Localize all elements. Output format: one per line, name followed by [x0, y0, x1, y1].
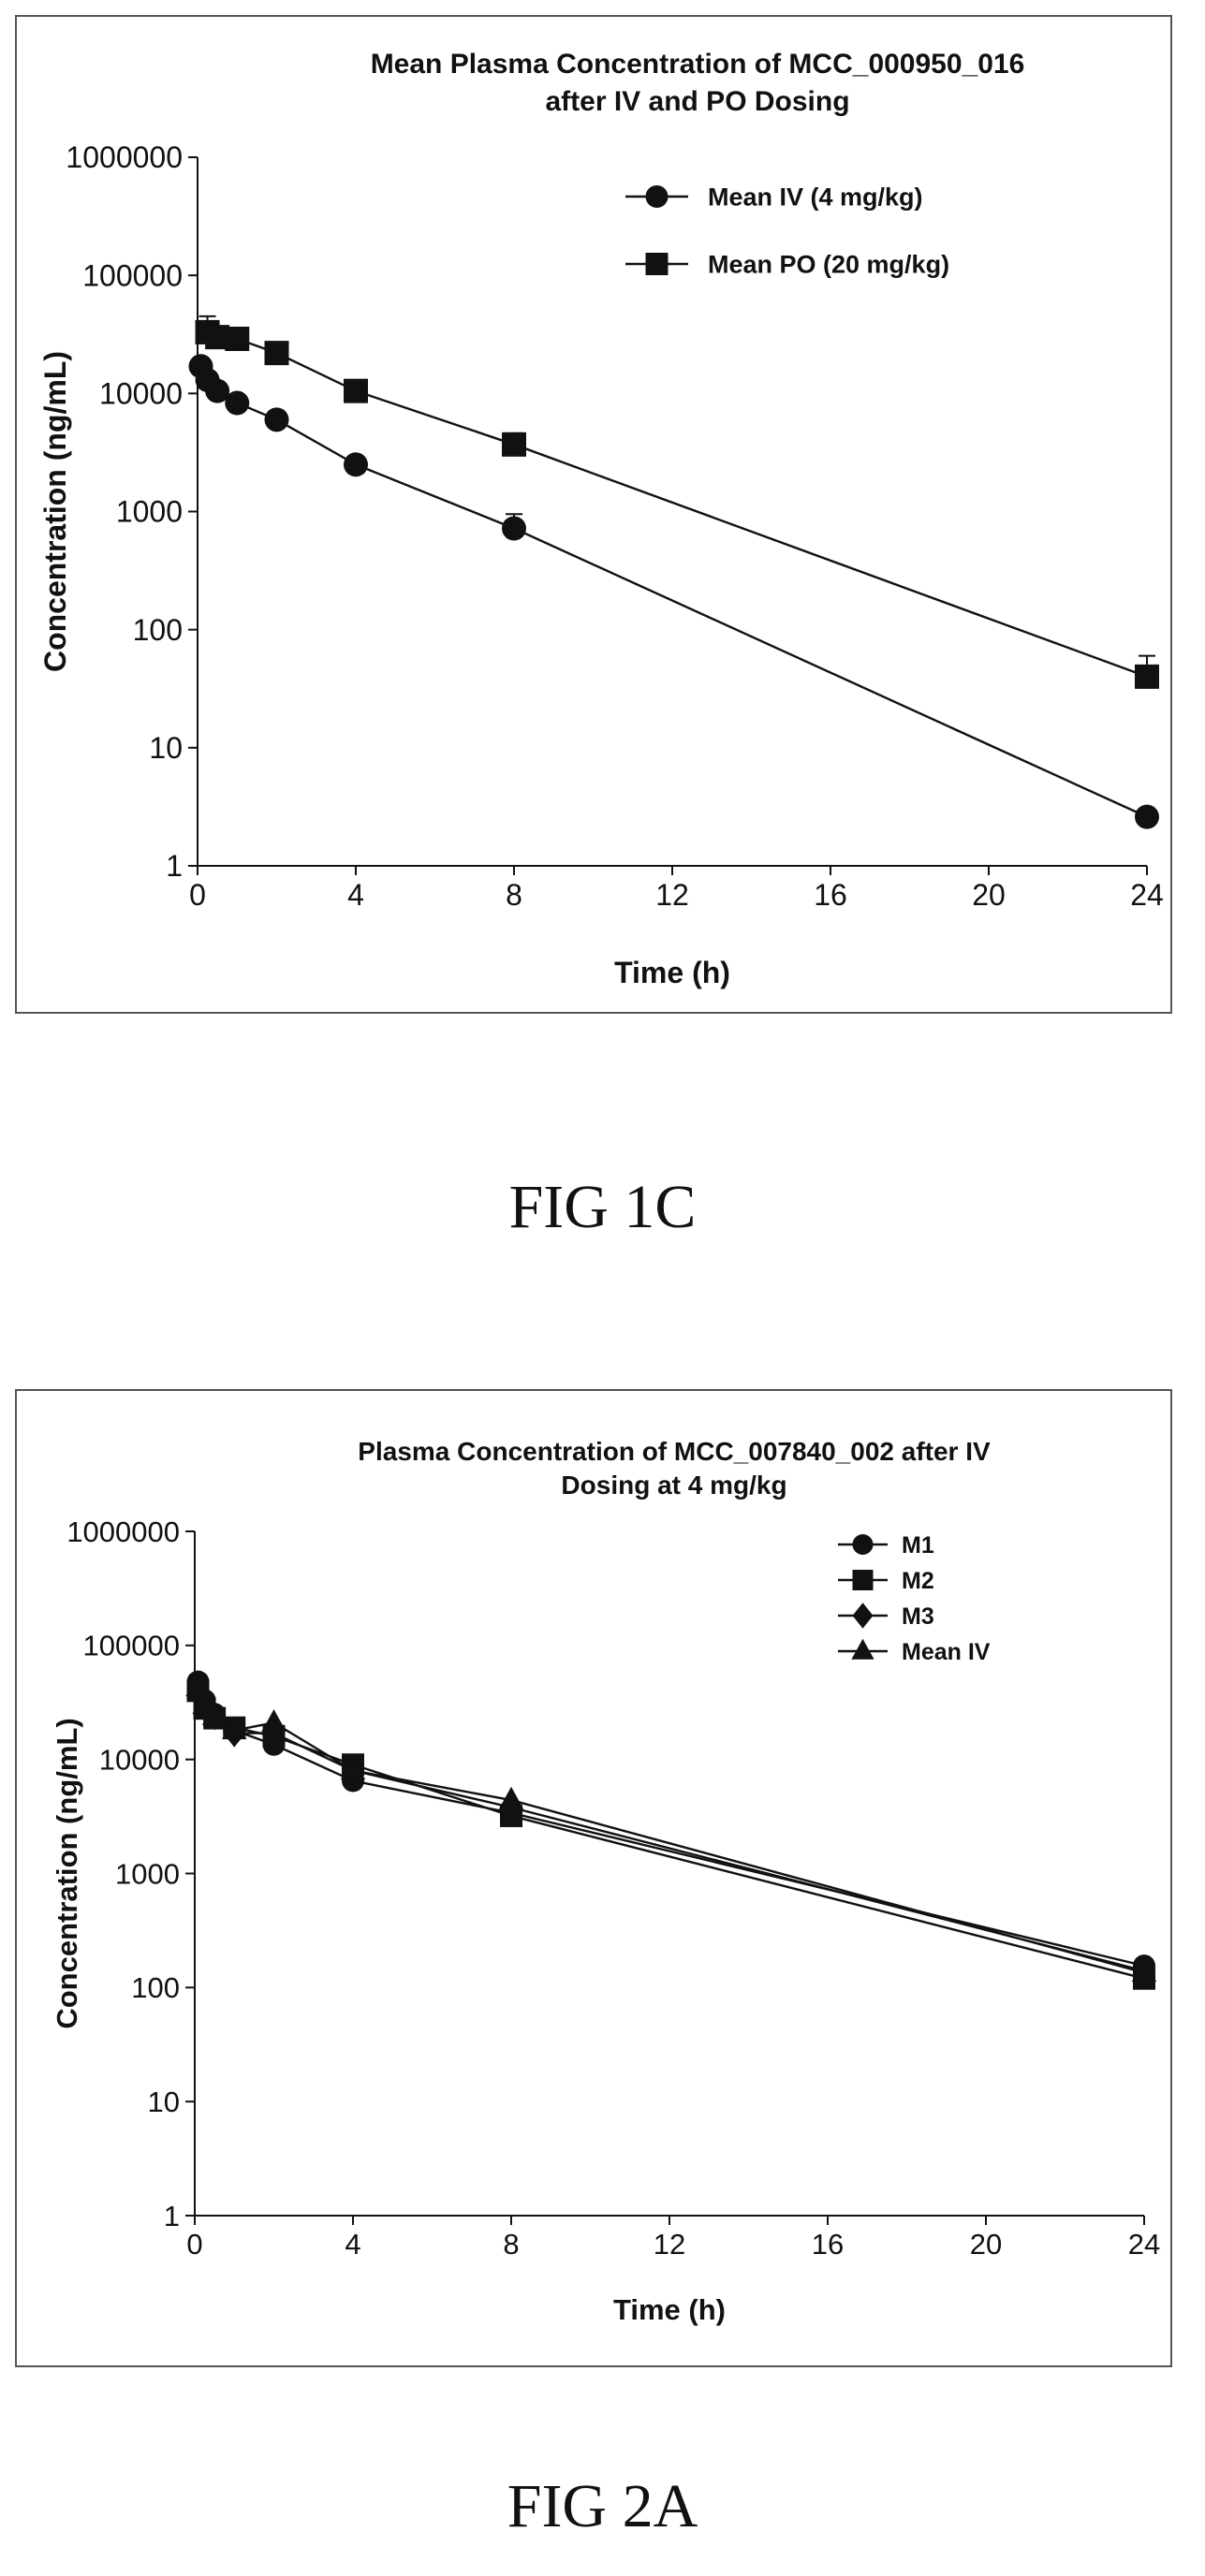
data-point [344, 379, 368, 403]
legend-label: Mean IV [902, 1639, 991, 1665]
y-tick-label: 1 [166, 849, 183, 883]
y-tick-label: 100000 [83, 1630, 180, 1662]
y-tick-label: 1000 [116, 495, 183, 529]
series-circle [189, 354, 1159, 828]
x-tick-label: 24 [1128, 2228, 1160, 2261]
x-tick-label: 12 [655, 878, 689, 912]
legend-entry: M1 [838, 1532, 934, 1559]
data-point [265, 341, 289, 365]
legend-entry: Mean IV [838, 1639, 991, 1665]
data-point [225, 391, 249, 416]
x-tick-label: 4 [345, 2228, 360, 2261]
data-point [1135, 665, 1159, 689]
legend-marker [853, 1534, 874, 1555]
legend-label: Mean PO (20 mg/kg) [708, 250, 949, 278]
data-point [261, 1709, 286, 1732]
y-tick-label: 1000000 [66, 1515, 180, 1548]
x-tick-label: 8 [503, 2228, 519, 2261]
chart-title-line: Plasma Concentration of MCC_007840_002 a… [358, 1437, 991, 1466]
chart-title-line: after IV and PO Dosing [545, 86, 849, 117]
y-tick-label: 1 [164, 2200, 180, 2232]
series-line [198, 1682, 1144, 1966]
y-tick-label: 100 [131, 1971, 180, 2004]
legend-entry: M3 [838, 1603, 934, 1630]
y-tick-label: 10 [149, 731, 183, 765]
y-tick-label: 10000 [99, 1744, 180, 1777]
legend-marker [851, 1639, 874, 1660]
legend-entry: Mean PO (20 mg/kg) [625, 250, 949, 278]
x-tick-label: 12 [654, 2228, 685, 2261]
series-square [187, 1679, 1155, 1989]
x-tick-label: 4 [347, 878, 364, 912]
data-point [1135, 805, 1159, 829]
legend-label: Mean IV (4 mg/kg) [708, 183, 923, 211]
chart-frame [16, 1390, 1171, 2366]
x-axis-label: Time (h) [613, 2293, 726, 2326]
legend-label: M2 [902, 1568, 934, 1594]
y-tick-label: 100000 [82, 258, 183, 292]
series-diamond [187, 1675, 1155, 1985]
y-tick-label: 10000 [99, 377, 183, 411]
x-tick-label: 16 [812, 2228, 844, 2261]
series-triangle [185, 1674, 1156, 1982]
legend-entry: M2 [838, 1568, 934, 1594]
y-tick-label: 100 [133, 613, 183, 647]
series-line [201, 366, 1147, 816]
x-tick-label: 16 [814, 878, 847, 912]
x-tick-label: 8 [506, 878, 522, 912]
x-tick-label: 0 [189, 878, 206, 912]
series-line [198, 1689, 1144, 1971]
legend-marker [646, 253, 669, 275]
series-square [196, 316, 1159, 689]
chart-2: Plasma Concentration of MCC_007840_002 a… [16, 1390, 1171, 2366]
figure-caption-2a: FIG 2A [0, 2471, 1205, 2542]
y-tick-label: 10 [148, 2086, 180, 2118]
y-tick-label: 1000000 [66, 140, 183, 174]
data-point [344, 452, 368, 476]
chart-frame [16, 16, 1171, 1013]
series-line [198, 1687, 1144, 1972]
legend-marker [646, 185, 669, 208]
legend-entry: Mean IV (4 mg/kg) [625, 183, 923, 211]
y-axis-label: Concentration (ng/mL) [51, 1718, 83, 2028]
x-tick-label: 20 [972, 878, 1006, 912]
x-tick-label: 24 [1130, 878, 1164, 912]
y-tick-label: 1000 [115, 1857, 180, 1890]
chart-title-line: Dosing at 4 mg/kg [561, 1471, 786, 1500]
x-tick-label: 0 [186, 2228, 202, 2261]
figure-caption-1c: FIG 1C [0, 1172, 1205, 1243]
legend-label: M3 [902, 1603, 934, 1630]
legend-marker [853, 1603, 874, 1629]
data-point [502, 432, 526, 457]
x-axis-label: Time (h) [614, 956, 730, 989]
y-axis-label: Concentration (ng/mL) [38, 351, 72, 672]
x-tick-label: 20 [970, 2228, 1002, 2261]
data-point [225, 327, 249, 351]
legend-marker [853, 1570, 874, 1590]
data-point [265, 407, 289, 432]
data-point [502, 516, 526, 540]
series-circle [187, 1671, 1155, 1977]
chart-1: Mean Plasma Concentration of MCC_000950_… [16, 16, 1171, 1013]
chart-title-line: Mean Plasma Concentration of MCC_000950_… [371, 49, 1025, 80]
legend-label: M1 [902, 1532, 934, 1559]
